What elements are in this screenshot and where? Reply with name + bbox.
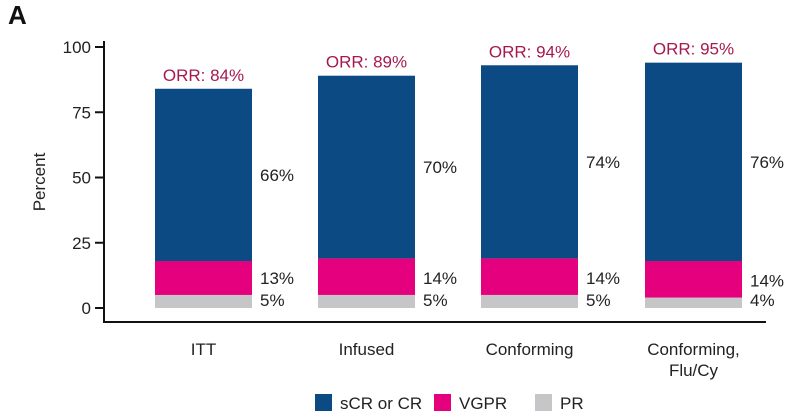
bar-segment-vgpr [645, 261, 742, 298]
data-label-pr: 4% [750, 291, 775, 310]
data-label-vgpr: 14% [586, 269, 620, 288]
data-label-pr: 5% [260, 291, 285, 310]
data-label-vgpr: 14% [423, 269, 457, 288]
y-tick-label: 50 [72, 169, 91, 188]
y-tick-label: 75 [72, 103, 91, 122]
legend-label-scr-or-cr: sCR or CR [340, 394, 422, 413]
data-label-scr-cr: 66% [260, 166, 294, 185]
bar-segment-vgpr [481, 258, 578, 295]
legend-swatch-vgpr [434, 394, 451, 411]
orr-label: ORR: 95% [653, 40, 734, 59]
bar-segment-pr [481, 294, 578, 308]
orr-label: ORR: 84% [163, 66, 244, 85]
data-label-scr-cr: 76% [750, 153, 784, 172]
plot-area: 0 25 50 75 100 5% 13% 66% ORR: 84% ITT 5% 14% 70% ORR… [63, 38, 784, 380]
orr-label: ORR: 94% [489, 42, 570, 61]
orr-label: ORR: 89% [326, 53, 407, 72]
bar-segment-vgpr [318, 258, 415, 295]
data-label-pr: 5% [586, 291, 611, 310]
data-label-vgpr: 13% [260, 269, 294, 288]
legend-swatch-scr-or-cr [315, 394, 332, 411]
bar-segment-pr [318, 294, 415, 308]
bar-segment-scr-or-cr [318, 75, 415, 259]
bar-segment-scr-or-cr [645, 62, 742, 262]
data-label-scr-cr: 74% [586, 153, 620, 172]
x-category-label: Conforming, Flu/Cy [647, 340, 740, 380]
y-tick-label: 25 [72, 234, 91, 253]
bar-segment-pr [645, 297, 742, 308]
bar-segment-vgpr [155, 261, 252, 295]
legend-label-pr: PR [560, 394, 584, 413]
x-category-label: Infused [339, 340, 395, 359]
bar-segment-pr [155, 294, 252, 308]
data-label-vgpr: 14% [750, 272, 784, 291]
y-tick-label: 0 [82, 299, 91, 318]
x-category-label: ITT [191, 340, 217, 359]
panel-letter: A [8, 0, 27, 30]
legend: sCR or CR VGPR PR [315, 394, 584, 413]
data-label-pr: 5% [423, 291, 448, 310]
legend-label-vgpr: VGPR [459, 394, 507, 413]
y-axis-title: Percent [30, 152, 49, 211]
y-tick-label: 100 [63, 38, 91, 57]
bar-segment-scr-or-cr [155, 88, 252, 262]
bar-segment-scr-or-cr [481, 65, 578, 259]
data-label-scr-cr: 70% [423, 158, 457, 177]
legend-swatch-pr [535, 394, 552, 411]
x-category-label: Conforming [486, 340, 574, 359]
